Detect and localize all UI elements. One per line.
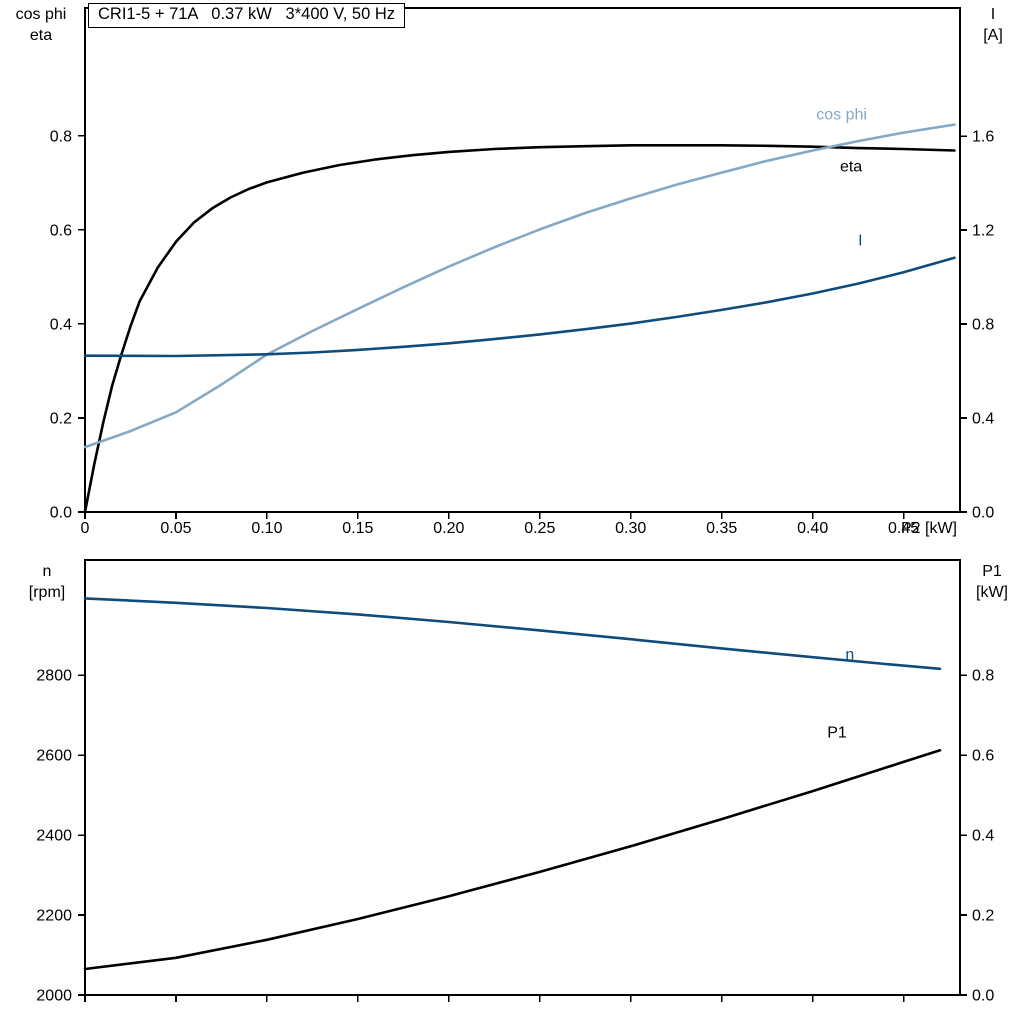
right-tick-label: 0.4 bbox=[972, 828, 994, 845]
left-tick-label: 2000 bbox=[36, 988, 72, 1005]
axis-title-line: P1 bbox=[982, 563, 1002, 580]
left-tick-label: 0.2 bbox=[50, 410, 72, 427]
right-tick-label: 1.2 bbox=[972, 223, 994, 240]
curve-label-eta: eta bbox=[840, 158, 862, 175]
x-tick-label: 0.10 bbox=[251, 520, 282, 537]
x-tick-label: 0.35 bbox=[706, 520, 737, 537]
curve-label-cos-phi: cos phi bbox=[816, 107, 867, 124]
chart-title: CRI1-5 + 71A 0.37 kW 3*400 V, 50 Hz bbox=[88, 3, 406, 28]
axis-title-line: cos phi bbox=[15, 6, 67, 23]
plot-box bbox=[84, 559, 961, 996]
left-tick-label: 2200 bbox=[36, 908, 72, 925]
axis-title-line: eta bbox=[29, 27, 53, 44]
left-tick-label: 0.0 bbox=[50, 505, 72, 522]
top-chart-right-axis-title: I [A] bbox=[966, 4, 1020, 46]
curve-cos-phi bbox=[83, 123, 956, 449]
x-tick-label: 0.05 bbox=[160, 520, 191, 537]
axis-title-line: I bbox=[990, 6, 996, 23]
right-tick-label: 0.8 bbox=[972, 317, 994, 334]
axis-title-line: n bbox=[42, 563, 52, 580]
x-tick-label: 0.25 bbox=[524, 520, 555, 537]
plot-box bbox=[84, 7, 961, 513]
curve-I bbox=[83, 256, 956, 358]
bottom-chart-right-axis-title: P1 [kW] bbox=[962, 561, 1022, 603]
right-tick-label: 0.2 bbox=[972, 908, 994, 925]
left-tick-label: 2400 bbox=[36, 828, 72, 845]
left-tick-label: 0.8 bbox=[50, 128, 72, 145]
curve-label-P1: P1 bbox=[827, 724, 847, 741]
x-tick-label: 0 bbox=[81, 520, 90, 537]
curve-P1 bbox=[83, 749, 942, 971]
bottom-chart-left-axis-title: n [rpm] bbox=[10, 561, 84, 603]
axis-title-line: [A] bbox=[983, 27, 1003, 44]
right-tick-label: 0.8 bbox=[972, 668, 994, 685]
curve-label-I: I bbox=[858, 233, 862, 250]
x-tick-label: 0.40 bbox=[797, 520, 828, 537]
left-tick-label: 0.6 bbox=[50, 222, 72, 239]
axis-title-line: [kW] bbox=[976, 584, 1008, 601]
top-chart-left-axis-title: cos phi eta bbox=[2, 4, 80, 46]
right-tick-label: 1.6 bbox=[972, 129, 994, 146]
x-axis-label: P2 [kW] bbox=[901, 520, 957, 537]
right-tick-label: 0.4 bbox=[972, 411, 994, 428]
right-tick-label: 0.6 bbox=[972, 748, 994, 765]
left-tick-label: 0.4 bbox=[50, 316, 72, 333]
x-tick-label: 0.30 bbox=[615, 520, 646, 537]
x-tick-label: 0.45 bbox=[888, 520, 919, 537]
x-tick-label: 0.20 bbox=[433, 520, 464, 537]
right-tick-label: 0.0 bbox=[972, 988, 994, 1005]
curve-n bbox=[83, 597, 942, 671]
curve-eta bbox=[83, 144, 956, 514]
axis-title-line: [rpm] bbox=[28, 584, 66, 601]
left-tick-label: 2800 bbox=[36, 668, 72, 685]
x-tick-label: 0.15 bbox=[342, 520, 373, 537]
right-tick-label: 0.0 bbox=[972, 505, 994, 522]
curve-label-n: n bbox=[845, 646, 854, 663]
left-tick-label: 2600 bbox=[36, 748, 72, 765]
